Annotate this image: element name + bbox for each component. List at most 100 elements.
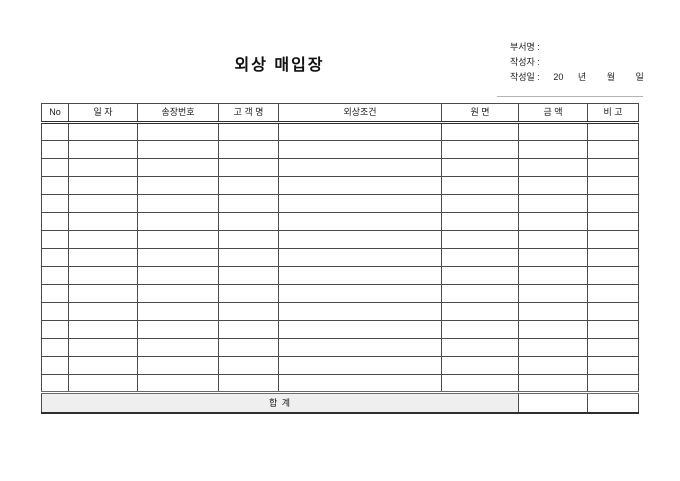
table-cell <box>137 122 219 141</box>
table-cell <box>278 320 442 339</box>
table-cell <box>518 194 588 213</box>
table-cell <box>587 302 639 321</box>
table-cell <box>68 176 138 195</box>
table-cell <box>518 320 588 339</box>
col-header-invoice-no: 송장번호 <box>137 103 219 124</box>
table-body <box>41 122 639 393</box>
table-cell <box>518 374 588 393</box>
table-cell <box>441 374 519 393</box>
table-cell <box>587 320 639 339</box>
table-cell <box>41 320 69 339</box>
table-cell <box>41 374 69 393</box>
table-cell <box>218 158 279 177</box>
table-cell <box>41 176 69 195</box>
page-title: 외상 매입장 <box>234 57 325 74</box>
table-row <box>41 284 639 303</box>
table-row <box>41 230 639 249</box>
table-cell <box>68 122 138 141</box>
table-cell <box>41 284 69 303</box>
table-cell <box>41 248 69 267</box>
table-cell <box>137 212 219 231</box>
total-row: 합 계 <box>41 391 639 414</box>
table-cell <box>441 320 519 339</box>
table-cell <box>137 374 219 393</box>
table-cell <box>218 338 279 357</box>
table-cell <box>68 284 138 303</box>
table-row <box>41 140 639 159</box>
table-cell <box>41 230 69 249</box>
table-row <box>41 266 639 285</box>
table-cell <box>68 356 138 375</box>
table-cell <box>68 338 138 357</box>
table-cell <box>278 212 442 231</box>
table-cell <box>41 338 69 357</box>
table-cell <box>68 266 138 285</box>
col-header-remarks: 비 고 <box>587 103 639 124</box>
table-row <box>41 374 639 393</box>
table-cell <box>278 122 442 141</box>
table-cell <box>441 230 519 249</box>
table-cell <box>68 140 138 159</box>
ledger-table: No 일 자 송장번호 고 객 명 외상조건 원 면 금 액 비 고 합 계 <box>41 103 639 414</box>
table-cell <box>278 356 442 375</box>
table-cell <box>218 320 279 339</box>
table-cell <box>218 266 279 285</box>
table-row <box>41 122 639 141</box>
total-amount-cell <box>518 391 588 414</box>
table-cell <box>68 302 138 321</box>
table-cell <box>441 122 519 141</box>
table-cell <box>441 194 519 213</box>
table-cell <box>137 356 219 375</box>
table-cell <box>278 140 442 159</box>
table-cell <box>137 194 219 213</box>
table-cell <box>518 176 588 195</box>
table-cell <box>587 212 639 231</box>
table-cell <box>278 302 442 321</box>
table-cell <box>68 158 138 177</box>
table-row <box>41 176 639 195</box>
table-cell <box>41 194 69 213</box>
table-cell <box>218 356 279 375</box>
date-month-suffix: 월 <box>606 72 615 82</box>
table-cell <box>137 140 219 159</box>
table-cell <box>441 356 519 375</box>
table-cell <box>278 266 442 285</box>
table-cell <box>441 158 519 177</box>
date-century: 20 <box>553 72 564 82</box>
table-cell <box>518 356 588 375</box>
col-header-no: No <box>41 103 69 124</box>
table-row <box>41 248 639 267</box>
table-cell <box>137 266 219 285</box>
table-cell <box>587 374 639 393</box>
table-row <box>41 212 639 231</box>
table-cell <box>41 140 69 159</box>
table-cell <box>518 230 588 249</box>
table-cell <box>41 212 69 231</box>
table-cell <box>441 176 519 195</box>
table-cell <box>278 374 442 393</box>
table-cell <box>278 284 442 303</box>
table-cell <box>218 212 279 231</box>
table-cell <box>518 302 588 321</box>
table-cell <box>218 194 279 213</box>
table-cell <box>218 176 279 195</box>
table-cell <box>518 212 588 231</box>
total-remarks-cell <box>587 391 639 414</box>
table-cell <box>518 284 588 303</box>
table-cell <box>441 212 519 231</box>
table-cell <box>278 194 442 213</box>
table-cell <box>587 338 639 357</box>
table-cell <box>41 122 69 141</box>
table-cell <box>587 176 639 195</box>
table-cell <box>137 248 219 267</box>
total-label: 합 계 <box>41 391 519 414</box>
header-row: No 일 자 송장번호 고 객 명 외상조건 원 면 금 액 비 고 <box>41 103 639 124</box>
table-cell <box>278 176 442 195</box>
table-cell <box>41 302 69 321</box>
table-cell <box>587 248 639 267</box>
table-cell <box>518 122 588 141</box>
table-row <box>41 302 639 321</box>
table-cell <box>137 158 219 177</box>
table-cell <box>587 356 639 375</box>
